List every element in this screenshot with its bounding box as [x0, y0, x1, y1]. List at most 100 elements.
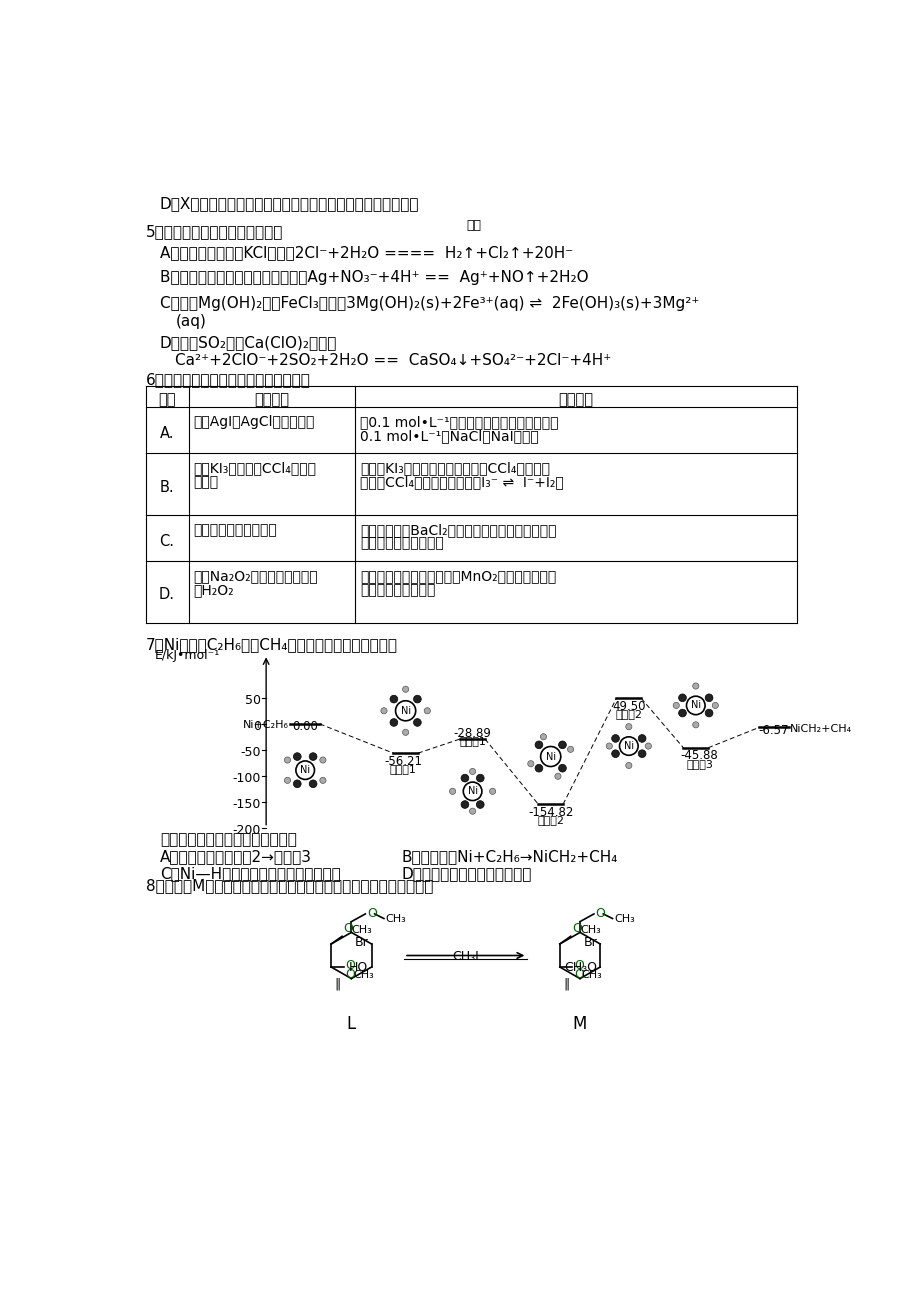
Text: CH₃O: CH₃O	[563, 961, 596, 974]
Circle shape	[611, 750, 618, 758]
Circle shape	[320, 777, 325, 784]
Text: ‖: ‖	[334, 978, 340, 991]
Text: B.: B.	[159, 479, 174, 495]
Circle shape	[711, 702, 718, 708]
Text: L: L	[346, 1014, 356, 1032]
Circle shape	[463, 783, 482, 801]
Text: D．涉及非极性键的断裂和生成: D．涉及非极性键的断裂和生成	[402, 866, 531, 881]
Text: CH₃: CH₃	[581, 970, 602, 979]
Text: -45.88: -45.88	[680, 750, 718, 762]
Text: D.: D.	[159, 587, 175, 603]
Circle shape	[606, 743, 612, 749]
Text: 向反应后的溶液中加入少许MnO₂，产生能使带火: 向反应后的溶液中加入少许MnO₂，产生能使带火	[359, 569, 556, 583]
Text: 度大小: 度大小	[193, 475, 218, 490]
Text: 星的木条复燃的气体: 星的木条复燃的气体	[359, 583, 435, 596]
Text: CH₃: CH₃	[353, 970, 373, 979]
Text: 过渡态1: 过渡态1	[459, 736, 485, 746]
Circle shape	[284, 777, 290, 784]
Text: 向0.1 mol•L⁻¹的硝酸银溶液中滴加浓度均为: 向0.1 mol•L⁻¹的硝酸银溶液中滴加浓度均为	[359, 415, 558, 428]
Text: D．X元素最高价氧化物对应的水化物能与它的简单氢化物反应: D．X元素最高价氧化物对应的水化物能与它的简单氢化物反应	[160, 197, 419, 211]
Circle shape	[320, 756, 325, 763]
Text: 7．Ni可活化C₂H₆放出CH₄，其反应历程如下图所示：: 7．Ni可活化C₂H₆放出CH₄，其反应历程如下图所示：	[146, 637, 398, 652]
Text: 比较AgI和AgCl溶度积大小: 比较AgI和AgCl溶度积大小	[193, 415, 314, 428]
Text: C．少量Mg(OH)₂溶于FeCl₃溶液：3Mg(OH)₂(s)+2Fe³⁺(aq) ⇌  2Fe(OH)₃(s)+3Mg²⁺: C．少量Mg(OH)₂溶于FeCl₃溶液：3Mg(OH)₂(s)+2Fe³⁺(a…	[160, 296, 698, 311]
Text: -100: -100	[233, 772, 260, 785]
Circle shape	[413, 695, 421, 703]
Circle shape	[528, 760, 533, 767]
Text: -28.89: -28.89	[453, 727, 491, 740]
Text: Br: Br	[583, 936, 596, 949]
Circle shape	[449, 788, 455, 794]
Text: M: M	[573, 1014, 586, 1032]
Text: 0: 0	[253, 720, 260, 733]
Text: 向盛有KI₃溶液的试管中加入适量CCl₄，振荡后: 向盛有KI₃溶液的试管中加入适量CCl₄，振荡后	[359, 461, 550, 475]
Circle shape	[638, 734, 645, 742]
Text: 下列关于活化历程的说法错误的是: 下列关于活化历程的说法错误的是	[160, 832, 297, 848]
Circle shape	[476, 801, 483, 809]
Text: Ni: Ni	[400, 706, 410, 716]
Text: CH₃: CH₃	[385, 914, 406, 923]
Text: Ca²⁺+2ClO⁻+2SO₂+2H₂O ==  CaSO₄↓+SO₄²⁻+2Cl⁻+4H⁺: Ca²⁺+2ClO⁻+2SO₂+2H₂O == CaSO₄↓+SO₄²⁻+2Cl…	[176, 353, 611, 367]
Circle shape	[469, 768, 475, 775]
Text: B．总反应为Ni+C₂H₆→NiCH₂+CH₄: B．总反应为Ni+C₂H₆→NiCH₂+CH₄	[402, 849, 618, 865]
Circle shape	[705, 710, 712, 717]
Circle shape	[460, 775, 469, 783]
Circle shape	[539, 734, 546, 740]
Circle shape	[284, 756, 290, 763]
Text: 0.1 mol•L⁻¹的NaCl、NaI混合液: 0.1 mol•L⁻¹的NaCl、NaI混合液	[359, 428, 538, 443]
Text: O: O	[572, 922, 582, 935]
Circle shape	[390, 719, 397, 727]
Text: Ni+C₂H₆: Ni+C₂H₆	[243, 720, 289, 730]
Text: 0.00: 0.00	[292, 720, 318, 733]
Text: Ni: Ni	[300, 766, 310, 775]
Circle shape	[293, 753, 301, 760]
Circle shape	[567, 746, 573, 753]
Circle shape	[476, 775, 483, 783]
Text: B．用稀硝酸洗涤试管内壁的银镜：Ag+NO₃⁻+4H⁺ ==  Ag⁺+NO↑+2H₂O: B．用稀硝酸洗涤试管内壁的银镜：Ag+NO₃⁻+4H⁺ == Ag⁺+NO↑+2…	[160, 271, 588, 285]
Circle shape	[686, 697, 704, 715]
Text: Ni: Ni	[690, 700, 700, 711]
Circle shape	[611, 734, 618, 742]
Circle shape	[535, 741, 542, 749]
Circle shape	[424, 708, 430, 713]
Circle shape	[692, 684, 698, 689]
Text: O: O	[573, 960, 583, 973]
Text: 的H₂O₂: 的H₂O₂	[193, 583, 233, 596]
Circle shape	[296, 760, 314, 780]
Text: -50: -50	[240, 746, 260, 759]
Text: 静置，CCl₄层显紫色（已知：I₃⁻ ⇌  I⁻+I₂）: 静置，CCl₄层显紫色（已知：I₃⁻ ⇌ I⁻+I₂）	[359, 475, 563, 490]
Circle shape	[625, 724, 631, 729]
Text: O: O	[345, 969, 355, 982]
Text: -56.21: -56.21	[384, 755, 422, 768]
Text: Ni: Ni	[467, 786, 477, 797]
Circle shape	[469, 809, 475, 814]
Text: O: O	[345, 960, 355, 973]
Text: 选项: 选项	[158, 392, 176, 406]
Circle shape	[644, 743, 651, 749]
Circle shape	[673, 702, 678, 708]
Circle shape	[678, 694, 686, 702]
Text: 检验亚硫酸钠是否变质: 检验亚硫酸钠是否变质	[193, 523, 277, 536]
Text: 49.50: 49.50	[611, 700, 645, 713]
Text: 6．下列实验操作能够达到实验目的的是: 6．下列实验操作能够达到实验目的的是	[146, 372, 311, 387]
Circle shape	[625, 763, 631, 768]
Text: A.: A.	[160, 426, 174, 441]
Text: 实验目的: 实验目的	[254, 392, 289, 406]
Text: CH₃I: CH₃I	[452, 950, 479, 963]
Circle shape	[395, 700, 415, 721]
Text: 中间体2: 中间体2	[537, 815, 563, 825]
Circle shape	[403, 729, 408, 736]
Text: 5．下列有关离子方程式正确的是: 5．下列有关离子方程式正确的是	[146, 224, 283, 240]
Text: Br: Br	[355, 936, 368, 949]
Circle shape	[489, 788, 495, 794]
Text: HO: HO	[349, 961, 368, 974]
Circle shape	[558, 764, 566, 772]
Text: 电解: 电解	[466, 219, 481, 232]
Text: 50: 50	[244, 694, 260, 707]
Circle shape	[535, 764, 542, 772]
Text: -150: -150	[233, 798, 260, 811]
Text: D．少量SO₂通入Ca(ClO)₂溶液：: D．少量SO₂通入Ca(ClO)₂溶液：	[160, 335, 337, 350]
Text: 溶于水，加入BaCl₂溶液，加入硝酸，白色沉淀不: 溶于水，加入BaCl₂溶液，加入硝酸，白色沉淀不	[359, 523, 556, 536]
Text: O: O	[344, 922, 353, 935]
Circle shape	[618, 737, 638, 755]
